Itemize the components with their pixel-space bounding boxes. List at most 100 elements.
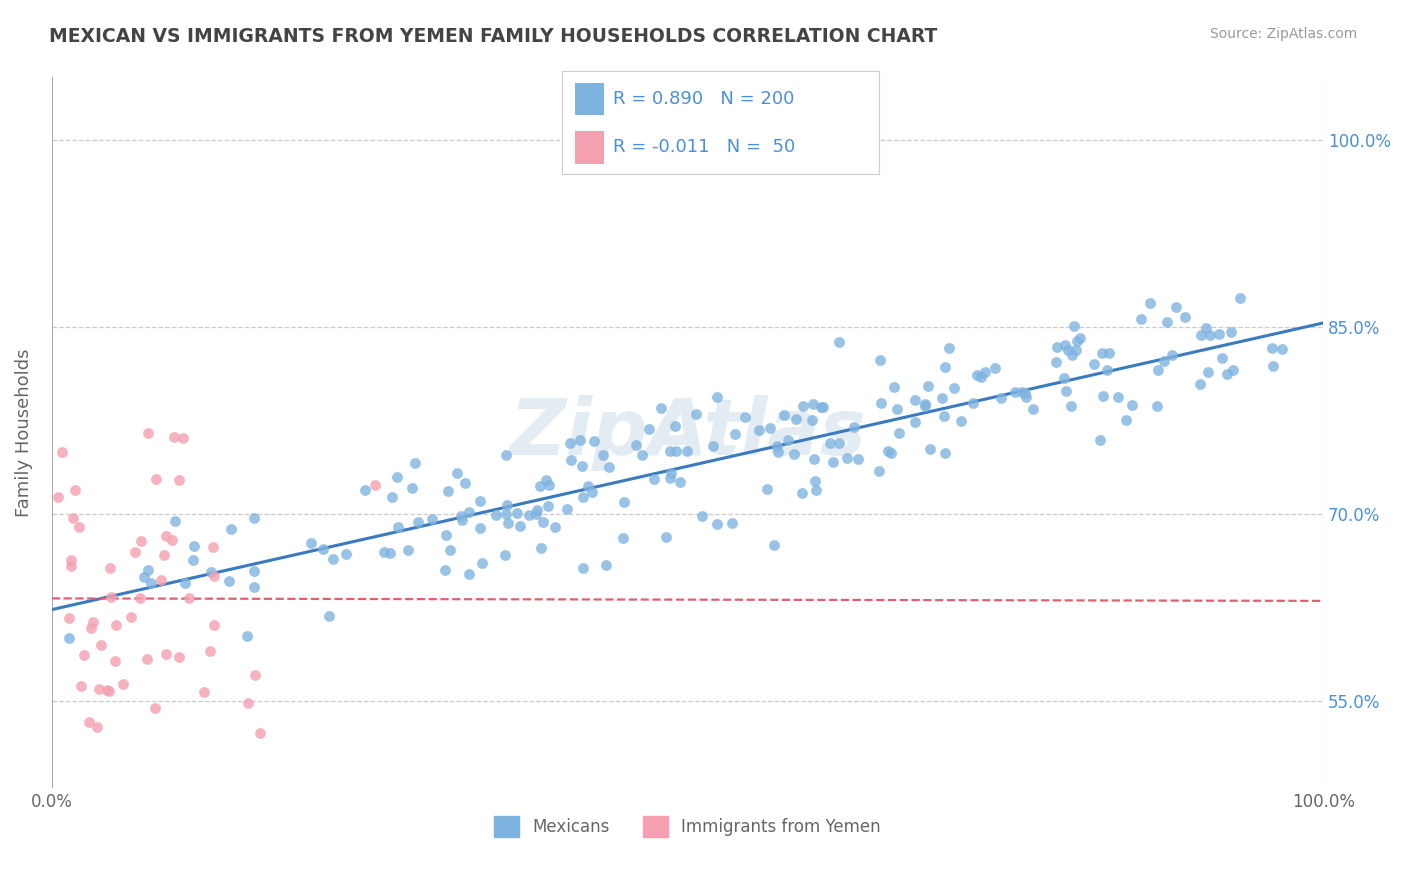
Point bbox=[446, 466, 468, 480]
Point bbox=[1054, 384, 1077, 398]
Point bbox=[534, 474, 557, 488]
Point bbox=[1069, 331, 1091, 345]
Point bbox=[904, 415, 927, 429]
Point bbox=[1147, 363, 1170, 377]
Point bbox=[160, 533, 183, 547]
Point bbox=[1208, 326, 1230, 341]
Point bbox=[433, 563, 456, 577]
Point bbox=[155, 647, 177, 661]
Point bbox=[842, 419, 865, 434]
Point bbox=[870, 396, 893, 410]
Point bbox=[1160, 348, 1182, 362]
Point bbox=[172, 431, 194, 445]
Point bbox=[1097, 363, 1119, 377]
Point bbox=[335, 547, 357, 561]
Point bbox=[485, 508, 508, 523]
Point bbox=[90, 638, 112, 652]
Point bbox=[434, 527, 457, 541]
Point bbox=[1015, 390, 1038, 404]
Point bbox=[592, 448, 614, 462]
Point bbox=[1083, 357, 1105, 371]
Point bbox=[1263, 359, 1285, 373]
Point bbox=[583, 434, 606, 449]
Point bbox=[312, 542, 335, 557]
Point bbox=[401, 481, 423, 495]
Point bbox=[183, 539, 205, 553]
Point bbox=[942, 381, 965, 395]
Point bbox=[458, 504, 481, 518]
Point bbox=[150, 573, 173, 587]
Point bbox=[1063, 318, 1085, 333]
Point bbox=[1054, 337, 1077, 351]
Point bbox=[598, 460, 620, 475]
Point bbox=[938, 342, 960, 356]
Point bbox=[509, 518, 531, 533]
Point bbox=[1219, 326, 1241, 340]
Point bbox=[58, 610, 80, 624]
Point bbox=[783, 446, 806, 460]
Point bbox=[1211, 351, 1233, 365]
Point bbox=[129, 591, 152, 605]
Point bbox=[524, 507, 547, 521]
Point bbox=[643, 472, 665, 486]
Text: Source: ZipAtlas.com: Source: ZipAtlas.com bbox=[1209, 27, 1357, 41]
Point bbox=[569, 433, 592, 447]
Point bbox=[690, 508, 713, 523]
Point bbox=[734, 409, 756, 424]
Point bbox=[1115, 413, 1137, 427]
Point bbox=[1060, 348, 1083, 362]
Point bbox=[970, 369, 993, 384]
Point bbox=[903, 392, 925, 407]
Legend: Mexicans, Immigrants from Yemen: Mexicans, Immigrants from Yemen bbox=[488, 810, 887, 844]
Point bbox=[454, 476, 477, 491]
Point bbox=[299, 535, 322, 549]
Point bbox=[655, 530, 678, 544]
Point bbox=[800, 413, 823, 427]
Point bbox=[63, 483, 86, 497]
Point bbox=[243, 564, 266, 578]
Point bbox=[758, 421, 780, 435]
Point bbox=[243, 667, 266, 681]
Point bbox=[664, 418, 686, 433]
Point bbox=[828, 334, 851, 349]
Point bbox=[792, 399, 814, 413]
FancyBboxPatch shape bbox=[575, 83, 603, 115]
Point bbox=[1046, 340, 1069, 354]
Point bbox=[706, 390, 728, 404]
Point bbox=[776, 433, 799, 447]
Point bbox=[685, 407, 707, 421]
Point bbox=[46, 490, 69, 504]
Point bbox=[1107, 390, 1129, 404]
Point bbox=[1139, 295, 1161, 310]
Point bbox=[495, 448, 517, 462]
Point bbox=[918, 442, 941, 456]
Point bbox=[177, 591, 200, 606]
Point bbox=[174, 575, 197, 590]
Point bbox=[470, 494, 492, 508]
Point bbox=[387, 470, 409, 484]
Point bbox=[1091, 345, 1114, 359]
Point bbox=[396, 543, 419, 558]
Point bbox=[236, 629, 259, 643]
Point bbox=[529, 479, 551, 493]
Point bbox=[202, 617, 225, 632]
Point bbox=[984, 360, 1007, 375]
Point bbox=[1261, 341, 1284, 355]
Point bbox=[505, 506, 527, 520]
Point bbox=[1011, 384, 1033, 399]
Point bbox=[59, 559, 82, 574]
Point bbox=[70, 679, 93, 693]
Point bbox=[773, 408, 796, 422]
Point bbox=[236, 697, 259, 711]
Point bbox=[576, 479, 599, 493]
Point bbox=[62, 510, 84, 524]
Point bbox=[80, 621, 103, 635]
Point bbox=[1090, 433, 1112, 447]
Point bbox=[1022, 402, 1045, 417]
Point bbox=[243, 511, 266, 525]
Point bbox=[931, 391, 953, 405]
Point bbox=[637, 422, 659, 436]
Point bbox=[818, 435, 841, 450]
Point bbox=[1174, 310, 1197, 324]
Point bbox=[631, 448, 654, 462]
